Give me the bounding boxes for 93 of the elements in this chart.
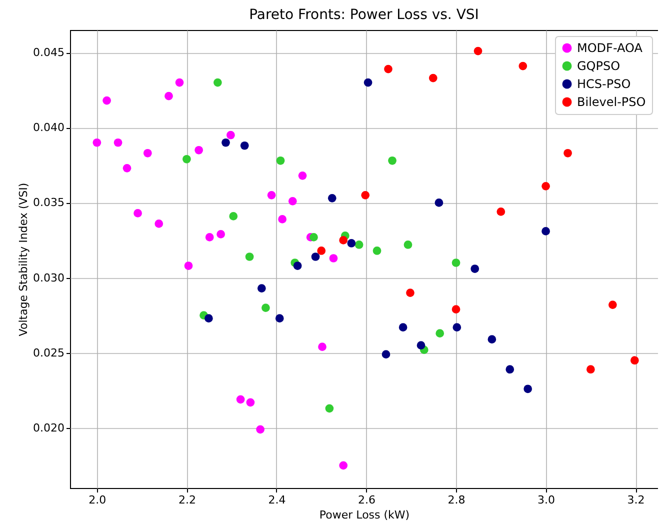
point	[364, 78, 372, 87]
point	[388, 156, 396, 165]
point	[354, 240, 364, 249]
point	[236, 395, 245, 404]
point	[372, 246, 382, 255]
y-tick-label: 0.025	[33, 346, 64, 360]
point	[474, 46, 482, 56]
y-axis-title: Voltage Stability Index (VSI)	[17, 182, 30, 336]
y-tick-label: 0.020	[33, 421, 64, 434]
legend-label: Bilevel-PSO	[577, 95, 646, 109]
point	[488, 335, 496, 344]
point	[542, 227, 550, 236]
point	[275, 314, 284, 322]
point	[347, 239, 356, 248]
point	[278, 215, 286, 224]
point	[122, 164, 132, 172]
point	[276, 156, 285, 165]
point	[361, 191, 370, 200]
point	[246, 398, 255, 407]
legend-label: MODF-AOA	[577, 41, 644, 55]
y-tick-label: 0.030	[33, 271, 64, 284]
point	[229, 212, 238, 220]
point	[452, 323, 462, 332]
x-tick-label: 3.2	[627, 494, 645, 506]
legend-label: HCS-PSO	[577, 77, 631, 91]
point	[134, 209, 142, 218]
point	[630, 356, 639, 365]
x-tick-label: 2.6	[358, 494, 376, 506]
point	[329, 254, 338, 262]
x-tick-label: 2.4	[268, 494, 286, 506]
point	[470, 264, 480, 273]
point	[398, 323, 408, 332]
point	[382, 350, 390, 359]
point	[257, 284, 266, 292]
point	[452, 305, 460, 314]
x-tick-label: 2.2	[178, 494, 196, 506]
point	[317, 246, 326, 255]
x-tick-label: 3.0	[538, 494, 556, 506]
point	[311, 252, 320, 261]
point	[226, 130, 235, 140]
point	[384, 64, 392, 74]
point	[114, 138, 122, 147]
point	[339, 236, 348, 244]
point	[452, 258, 460, 267]
point	[164, 92, 173, 100]
chart-title: Pareto Fronts: Power Loss vs. VSI	[249, 7, 479, 23]
y-tick-label: 0.035	[33, 196, 64, 210]
point	[240, 141, 249, 150]
point	[222, 138, 230, 147]
point	[256, 425, 264, 434]
point	[339, 461, 348, 470]
point	[267, 191, 276, 200]
point	[496, 208, 506, 216]
point	[204, 314, 213, 322]
point	[436, 329, 444, 338]
legend-label: GQPSO	[577, 59, 620, 73]
point	[318, 342, 326, 352]
x-tick-label: 2.8	[448, 494, 466, 506]
point	[406, 288, 414, 297]
point	[564, 148, 572, 158]
point	[416, 341, 426, 350]
point	[586, 365, 595, 374]
point	[518, 62, 528, 70]
point	[328, 194, 336, 202]
point	[288, 197, 297, 206]
point	[524, 384, 532, 394]
point	[608, 300, 617, 309]
point	[325, 404, 334, 413]
point	[506, 365, 514, 374]
point	[205, 233, 214, 242]
point	[184, 262, 193, 270]
point	[154, 220, 164, 228]
point	[310, 233, 318, 242]
point	[175, 78, 184, 87]
point	[216, 230, 225, 238]
point	[102, 96, 111, 105]
x-axis-title: Power Loss (kW)	[319, 508, 410, 522]
point	[143, 148, 152, 158]
point	[194, 146, 204, 154]
point	[542, 182, 550, 190]
y-tick-label: 0.040	[33, 121, 64, 134]
point	[213, 78, 222, 87]
point	[92, 138, 102, 147]
point	[298, 171, 307, 180]
point	[428, 74, 438, 82]
point	[262, 304, 270, 312]
point	[293, 262, 302, 270]
point	[182, 154, 191, 164]
point	[245, 252, 254, 261]
point	[404, 240, 412, 249]
y-tick-label: 0.045	[33, 46, 64, 60]
point	[434, 198, 444, 207]
x-tick-label: 2.0	[88, 494, 106, 506]
